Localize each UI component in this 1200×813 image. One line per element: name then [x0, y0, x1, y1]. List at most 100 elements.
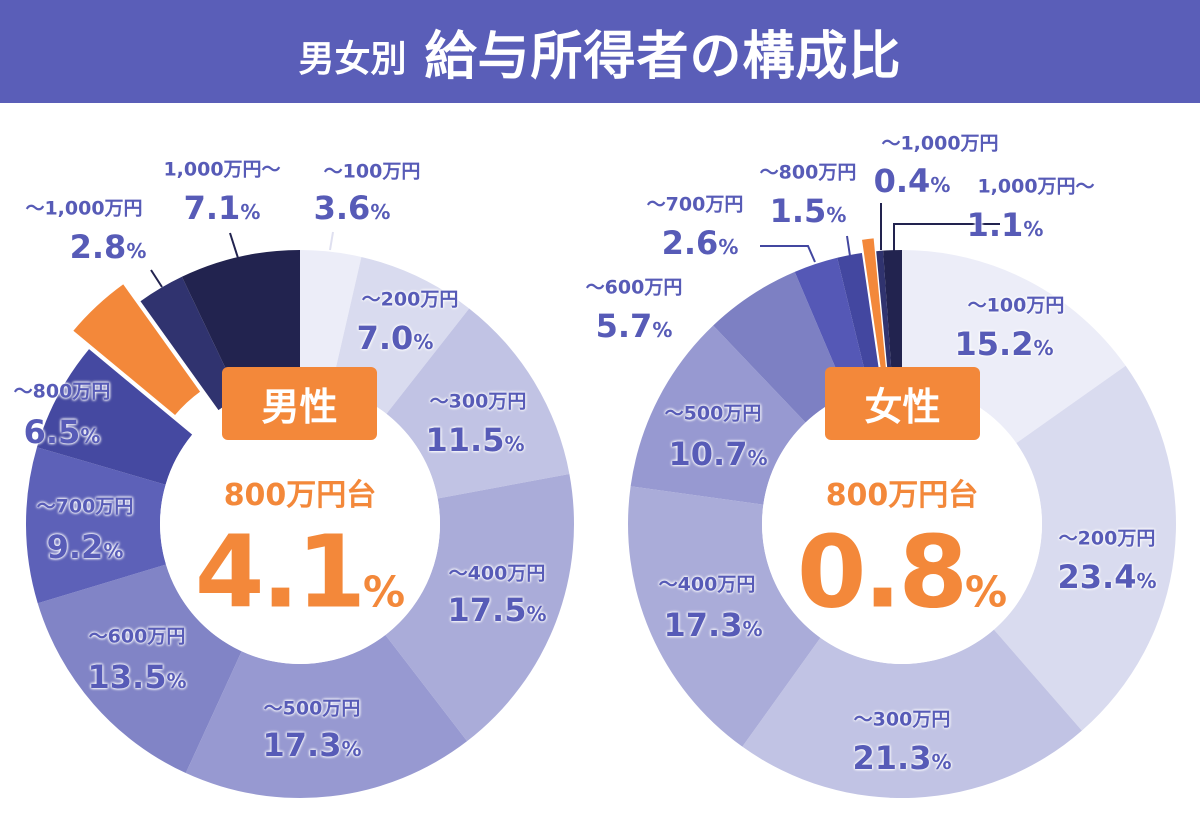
highlight-number: 4.1	[194, 513, 366, 631]
donut-slice	[181, 250, 300, 398]
leader-line	[893, 223, 1000, 252]
slice-value-label: 21.3%	[853, 739, 952, 777]
highlight-unit: %	[363, 567, 406, 617]
slice-category-label: ～600万円	[88, 625, 186, 648]
slice-value-label: 1.1%	[967, 206, 1044, 244]
slice-category-label: ～700万円	[36, 495, 134, 518]
slice-category-label: ～600万円	[585, 276, 683, 299]
donut-slice	[883, 250, 902, 385]
value-unit: %	[1023, 217, 1044, 241]
value-number: 1.5	[769, 192, 827, 230]
slice-category-label: ～500万円	[664, 402, 762, 425]
donut-slice	[140, 276, 240, 411]
value-unit: %	[742, 617, 763, 641]
value-unit: %	[80, 424, 101, 448]
slice-value-label: 5.7%	[596, 307, 673, 345]
slice-category-label: 1,000万円～	[163, 158, 281, 181]
title-main: 給与所得者の構成比	[424, 27, 902, 87]
highlight-number: 0.8	[796, 513, 968, 631]
value-unit: %	[526, 602, 547, 626]
highlight-category: 800万円台	[825, 478, 979, 513]
leader-line	[846, 235, 851, 257]
leader-line	[760, 245, 816, 263]
donut-slice	[993, 365, 1176, 731]
slice-value-label: 10.7%	[669, 435, 768, 473]
value-number: 7.0	[356, 319, 414, 357]
slice-category-label: ～1,000万円	[881, 132, 999, 155]
slice-category-label: ～300万円	[429, 390, 527, 413]
slice-category-label: ～700万円	[646, 193, 744, 216]
donut-slice	[742, 629, 1082, 798]
slice-category-label: ～1,000万円	[25, 197, 143, 220]
value-number: 7.1	[183, 189, 241, 227]
value-unit: %	[652, 318, 673, 342]
slice-value-label: 2.6%	[662, 224, 739, 262]
title-prefix: 男女別	[298, 38, 407, 80]
slice-value-label: 17.3%	[263, 726, 362, 764]
slice-value-label: 9.2%	[47, 528, 124, 566]
donut-slice	[185, 634, 468, 798]
value-unit: %	[718, 235, 739, 259]
value-number: 9.2	[46, 528, 104, 566]
value-number: 10.7	[668, 435, 748, 473]
slice-value-label: 1.5%	[770, 192, 847, 230]
slice-value-label: 6.5%	[24, 413, 101, 451]
donut-slice	[25, 447, 166, 604]
donut-slice	[713, 271, 848, 423]
slice-category-label: ～200万円	[1058, 527, 1156, 550]
leader-line	[329, 231, 334, 251]
donut-slice	[37, 564, 242, 774]
value-unit: %	[166, 669, 187, 693]
slice-category-label: ～100万円	[967, 294, 1065, 317]
donut-slice	[385, 473, 574, 742]
highlight-value: 0.8%	[797, 514, 1007, 631]
value-number: 1.1	[966, 206, 1024, 244]
donut-slice	[628, 486, 821, 747]
value-number: 5.7	[595, 307, 653, 345]
highlight-value: 4.1%	[195, 514, 405, 631]
slice-value-label: 7.0%	[357, 319, 434, 357]
value-unit: %	[826, 203, 847, 227]
donut-hole	[762, 384, 1042, 664]
value-unit: %	[413, 330, 434, 354]
value-unit: %	[370, 200, 391, 224]
value-unit: %	[747, 446, 768, 470]
value-number: 17.5	[447, 591, 527, 629]
value-number: 6.5	[23, 413, 81, 451]
value-number: 17.3	[262, 726, 342, 764]
slice-value-label: 15.2%	[955, 325, 1054, 363]
slice-category-label: ～300万円	[853, 708, 951, 731]
value-unit: %	[930, 173, 951, 197]
donut-slice	[70, 281, 203, 418]
slice-value-label: 3.6%	[314, 189, 391, 227]
value-unit: %	[504, 432, 525, 456]
value-unit: %	[126, 239, 147, 263]
donut-slice	[36, 349, 193, 485]
donut-hole	[160, 384, 440, 664]
value-unit: %	[1136, 569, 1157, 593]
value-unit: %	[931, 750, 952, 774]
gender-badge: 女性	[825, 367, 980, 440]
slice-category-label: ～100万円	[323, 160, 421, 183]
donut-slice	[876, 250, 893, 385]
slice-category-label: ～500万円	[263, 697, 361, 720]
value-number: 0.4	[873, 162, 931, 200]
leader-line	[229, 232, 239, 259]
slice-category-label: 1,000万円～	[977, 175, 1095, 198]
donut-slice	[386, 308, 570, 499]
slice-category-label: ～400万円	[658, 573, 756, 596]
slice-value-label: 11.5%	[426, 421, 525, 459]
slice-category-label: ～200万円	[361, 288, 459, 311]
value-number: 3.6	[313, 189, 371, 227]
value-number: 2.8	[69, 228, 127, 266]
value-unit: %	[341, 737, 362, 761]
donut-slice	[300, 250, 362, 388]
value-number: 11.5	[425, 421, 505, 459]
value-unit: %	[103, 539, 124, 563]
slice-category-label: ～800万円	[759, 161, 857, 184]
leader-line	[150, 269, 163, 288]
gender-badge: 男性	[222, 367, 377, 440]
value-unit: %	[1033, 336, 1054, 360]
slice-value-label: 2.8%	[70, 228, 147, 266]
